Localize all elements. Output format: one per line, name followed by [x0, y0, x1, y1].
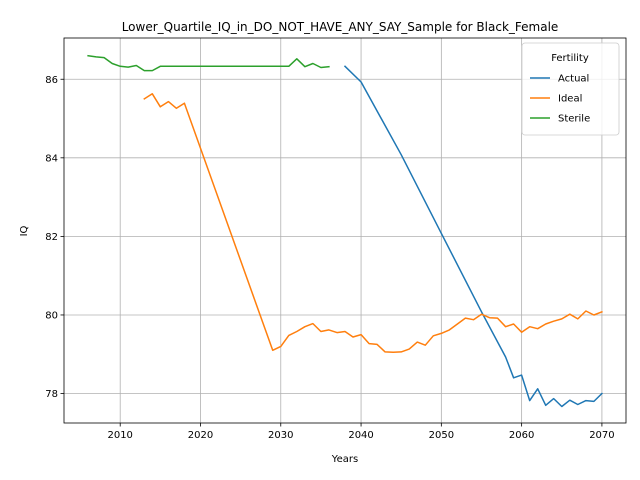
plot-frame: [63, 37, 627, 424]
y-tick-label: 82: [45, 232, 58, 243]
x-tick-label: 2030: [268, 430, 293, 441]
series-line-sterile: [87, 54, 330, 72]
x-tick-label: 2050: [429, 430, 454, 441]
y-tick-label: 84: [45, 153, 58, 164]
legend: Fertility Actual Ideal Sterile: [521, 42, 620, 136]
x-tick-label: 2060: [509, 430, 534, 441]
y-axis-ticks: 78 80 82 84 86: [45, 75, 64, 400]
y-tick-label: 86: [45, 75, 58, 86]
series-line-actual: [343, 65, 603, 408]
x-tick-label: 2010: [107, 430, 132, 441]
legend-label-actual: Actual: [558, 74, 589, 85]
legend-box: [521, 42, 620, 136]
x-tick-label: 2020: [188, 430, 213, 441]
legend-items: Actual Ideal Sterile: [530, 74, 590, 125]
chart-title: Lower_Quartile_IQ_in_DO_NOT_HAVE_ANY_SAY…: [122, 20, 559, 34]
y-tick-label: 80: [45, 310, 58, 321]
legend-label-sterile: Sterile: [558, 114, 590, 125]
x-tick-label: 2070: [589, 430, 614, 441]
y-tick-label: 78: [45, 389, 58, 400]
series-line-ideal: [143, 93, 603, 354]
y-axis-label: IQ: [19, 225, 30, 236]
x-axis-ticks: 2010 2020 2030 2040 2050 2060 2070: [107, 423, 615, 441]
legend-title: Fertility: [551, 53, 589, 64]
series-lines: [87, 54, 603, 408]
x-tick-label: 2040: [348, 430, 373, 441]
x-axis-label: Years: [331, 454, 358, 465]
legend-label-ideal: Ideal: [558, 94, 582, 105]
